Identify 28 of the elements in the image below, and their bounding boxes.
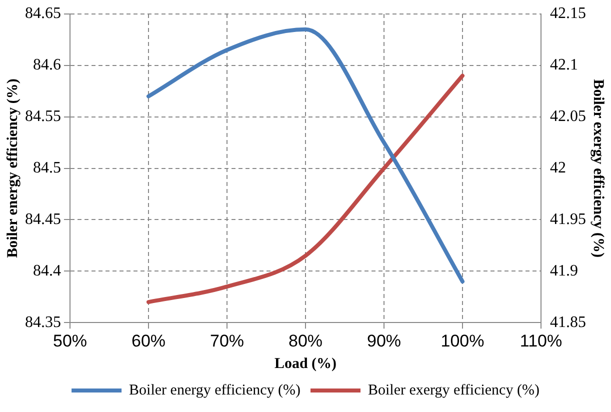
y-tick-label: 84.5 [33,160,61,177]
x-tick-label: 90% [366,331,402,350]
y-tick-label: 84.45 [25,210,61,228]
x-axis-title: Load (%) [274,356,337,372]
y-tick-label: 84.65 [25,5,61,22]
line-series [146,27,464,284]
y2-axis-title: Boiler exergy efficiency (%) [590,79,606,258]
legend-label: Boiler energy efficiency (%) [129,382,301,398]
line-series [146,74,464,304]
y2-tick-label: 41.9 [550,262,578,280]
x-tick-label: 60% [131,331,166,350]
x-tick-label: 80% [288,331,323,350]
y-tick-label: 84.55 [25,108,61,126]
y2-tick-label: 42.05 [550,108,586,126]
y2-tick-label: 41.95 [550,210,586,228]
x-tick-label: 50% [52,331,88,350]
y2-tick-label: 42 [550,160,566,177]
y-tick-label: 84.35 [25,314,61,331]
y-tick-label: 84.4 [33,262,61,280]
y2-tick-label: 41.85 [550,314,586,331]
y2-tick-label: 42.1 [550,56,578,74]
y-axis-title: Boiler energy efficiency (%) [4,78,21,258]
x-tick-label: 100% [440,331,484,350]
x-tick-label: 110% [520,331,562,350]
x-tick-label: 70% [210,331,244,350]
y2-tick-label: 42.15 [550,5,586,22]
legend-label: Boiler exergy efficiency (%) [368,382,540,398]
y-tick-label: 84.6 [33,56,61,74]
